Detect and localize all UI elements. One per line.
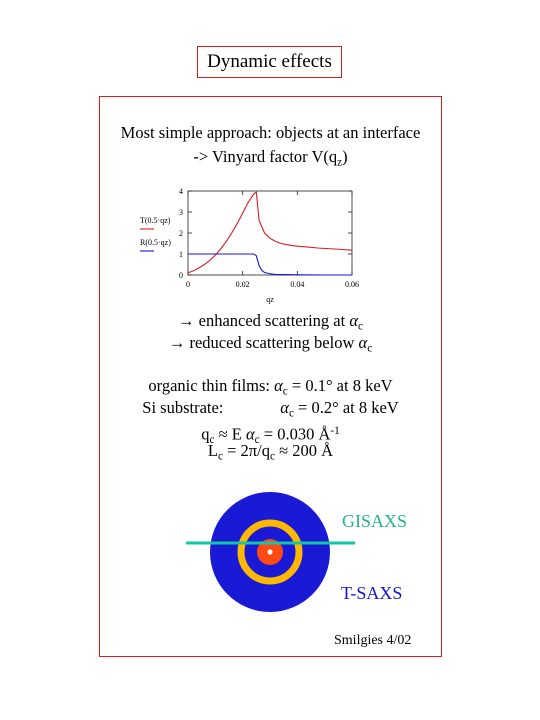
q-value: = 0.030 Å	[259, 424, 331, 444]
alpha-subscript: c	[282, 385, 288, 398]
alpha-symbol: α	[280, 398, 289, 417]
q-subscript: c	[209, 434, 215, 447]
effect-enhanced-text: → enhanced scattering at	[178, 311, 350, 330]
param-qc: qc ≈ E αc = 0.030 Å-1	[99, 421, 442, 450]
l-q-subscript: c	[269, 450, 275, 463]
param-si: Si substrate: αc = 0.2° at 8 keV	[99, 398, 442, 424]
param-organic: organic thin films: αc = 0.1° at 8 keV	[99, 376, 442, 402]
effect-line-reduced: → reduced scattering below αc	[99, 333, 442, 359]
param-organic-value: = 0.1° at 8 keV	[287, 376, 393, 395]
x-axis-label: qz	[266, 295, 274, 304]
gisaxs-label: GISAXS	[342, 511, 408, 531]
effect-reduced-text: → reduced scattering below	[168, 333, 359, 352]
slide-title: Dynamic effects	[197, 46, 342, 78]
effect-line-enhanced: → enhanced scattering at αc	[99, 311, 442, 337]
alpha-subscript: c	[367, 342, 373, 355]
param-lc: Lc = 2π/qc ≈ 200 Å	[99, 441, 442, 467]
ring	[237, 519, 303, 585]
center-dot	[267, 549, 273, 555]
tsaxs-label: T-SAXS	[341, 583, 403, 603]
author-credit: Smilgies 4/02	[334, 633, 412, 648]
series-line-R	[188, 253, 352, 276]
alpha-symbol: α	[274, 376, 283, 395]
l-value: ≈ 200 Å	[274, 441, 334, 460]
x-tick-label: 0.02	[236, 280, 250, 289]
alpha-symbol: α	[358, 333, 368, 352]
x-tick-label: 0.04	[290, 280, 304, 289]
legend-label: T(0.5·qz)	[140, 216, 171, 225]
content-frame	[99, 96, 442, 657]
legend-label: R(0.5·qz)	[140, 238, 171, 247]
x-tick-label: 0.06	[345, 280, 359, 289]
intro-line-2-prefix: -> Vinyard factor V(q	[193, 147, 338, 166]
intro-line-1: Most simple approach: objects at an inte…	[120, 123, 421, 142]
alpha-subscript: c	[254, 434, 260, 447]
alpha-symbol: α	[349, 311, 359, 330]
q-approx: ≈ E	[214, 424, 246, 444]
y-tick-label: 0	[179, 271, 183, 280]
alpha-symbol: α	[246, 424, 255, 444]
scattering-geometry-diagram	[186, 492, 355, 612]
plot-area	[187, 190, 353, 276]
alpha-subscript: c	[288, 407, 294, 420]
y-tick-label: 3	[179, 208, 183, 217]
l-subscript: c	[218, 450, 223, 463]
x-tick-label: 0	[186, 280, 190, 289]
y-tick-label: 1	[179, 250, 183, 259]
alpha-subscript: c	[358, 320, 363, 333]
param-si-label: Si substrate:	[142, 398, 224, 417]
y-tick-label: 4	[179, 187, 183, 196]
y-tick-label: 2	[179, 229, 183, 238]
q-symbol: q	[201, 424, 210, 444]
series-line-T	[187, 191, 353, 274]
q-exponent: -1	[330, 425, 340, 437]
intro-line-2-subscript: z	[337, 156, 343, 169]
intro-line-2: -> Vinyard factor V(qz)	[99, 147, 442, 173]
intro-line-2-suffix: )	[342, 147, 348, 166]
vinyard-factor-chart: 0 1 2 3 4 0 0.02 0.04 0.06 qz T(0.5·qz) R(0.5·qz)	[140, 187, 359, 304]
param-si-value: = 0.2° at 8 keV	[293, 398, 399, 417]
l-formula: = 2π/q	[223, 441, 270, 460]
param-organic-label: organic thin films:	[148, 376, 275, 395]
l-symbol: L	[207, 441, 219, 460]
